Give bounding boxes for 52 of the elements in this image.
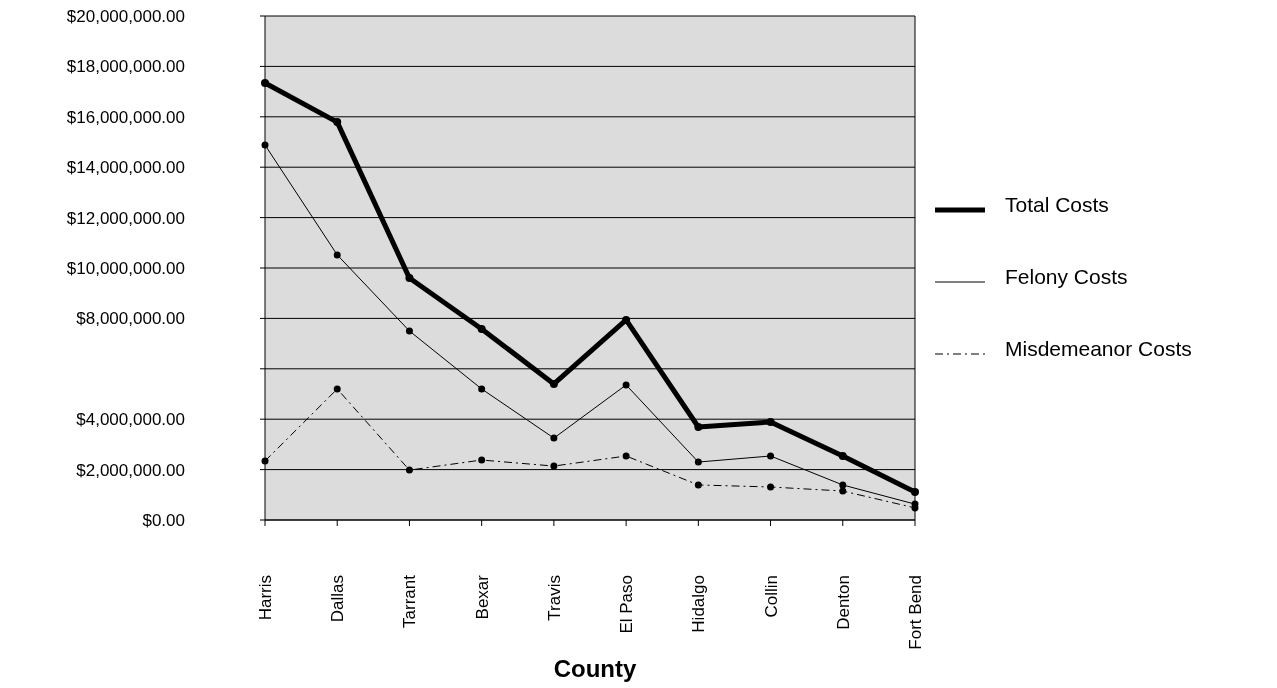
- point: [478, 456, 486, 464]
- y-tick-label: $14,000,000.00: [66, 158, 185, 178]
- point: [550, 462, 558, 470]
- y-tick-label: $20,000,000.00: [66, 6, 185, 26]
- point: [477, 324, 486, 333]
- point: [478, 385, 486, 393]
- x-tick-label: Hidalgo: [689, 575, 709, 633]
- point: [405, 327, 413, 335]
- point: [622, 315, 631, 324]
- point: [405, 466, 413, 474]
- x-tick-label: El Paso: [617, 575, 637, 634]
- point: [549, 379, 558, 388]
- point: [839, 487, 847, 495]
- y-tick-label: $8,000,000.00: [76, 309, 185, 329]
- point: [767, 452, 775, 460]
- legend-label: Misdemeanor Costs: [1005, 337, 1192, 361]
- point: [333, 251, 341, 259]
- x-axis-title: County: [553, 655, 637, 682]
- y-tick-label: $12,000,000.00: [66, 208, 185, 228]
- point: [838, 451, 847, 460]
- x-tick-label: Denton: [833, 575, 853, 630]
- x-tick-label: Fort Bend: [905, 575, 925, 650]
- x-tick-label: Tarrant: [400, 574, 420, 628]
- point: [261, 457, 269, 465]
- point: [622, 381, 630, 389]
- y-tick-label: $18,000,000.00: [66, 57, 185, 77]
- point: [911, 488, 919, 497]
- x-tick-label: Travis: [544, 575, 564, 621]
- y-tick-label: $4,000,000.00: [76, 410, 185, 430]
- point: [767, 483, 775, 491]
- point: [622, 452, 630, 460]
- y-tick-label: $16,000,000.00: [66, 107, 185, 127]
- y-tick-label: $2,000,000.00: [76, 460, 185, 480]
- point: [333, 385, 341, 393]
- legend-label: Felony Costs: [1005, 265, 1128, 289]
- point: [839, 481, 847, 489]
- point: [694, 481, 702, 489]
- x-tick-label: Bexar: [472, 574, 492, 620]
- point: [333, 118, 342, 127]
- point: [694, 423, 703, 432]
- point: [261, 79, 269, 88]
- point: [550, 434, 558, 442]
- point: [405, 274, 414, 283]
- y-tick-label: $10,000,000.00: [66, 258, 185, 278]
- point: [694, 458, 702, 466]
- x-tick-label: Harris: [255, 575, 275, 621]
- legend-label: Total Costs: [1005, 193, 1109, 217]
- point: [261, 141, 269, 149]
- x-tick-label: Dallas: [328, 575, 348, 623]
- y-tick-label: $0.00: [142, 510, 185, 530]
- point: [766, 417, 775, 426]
- x-tick-label: Collin: [761, 575, 781, 618]
